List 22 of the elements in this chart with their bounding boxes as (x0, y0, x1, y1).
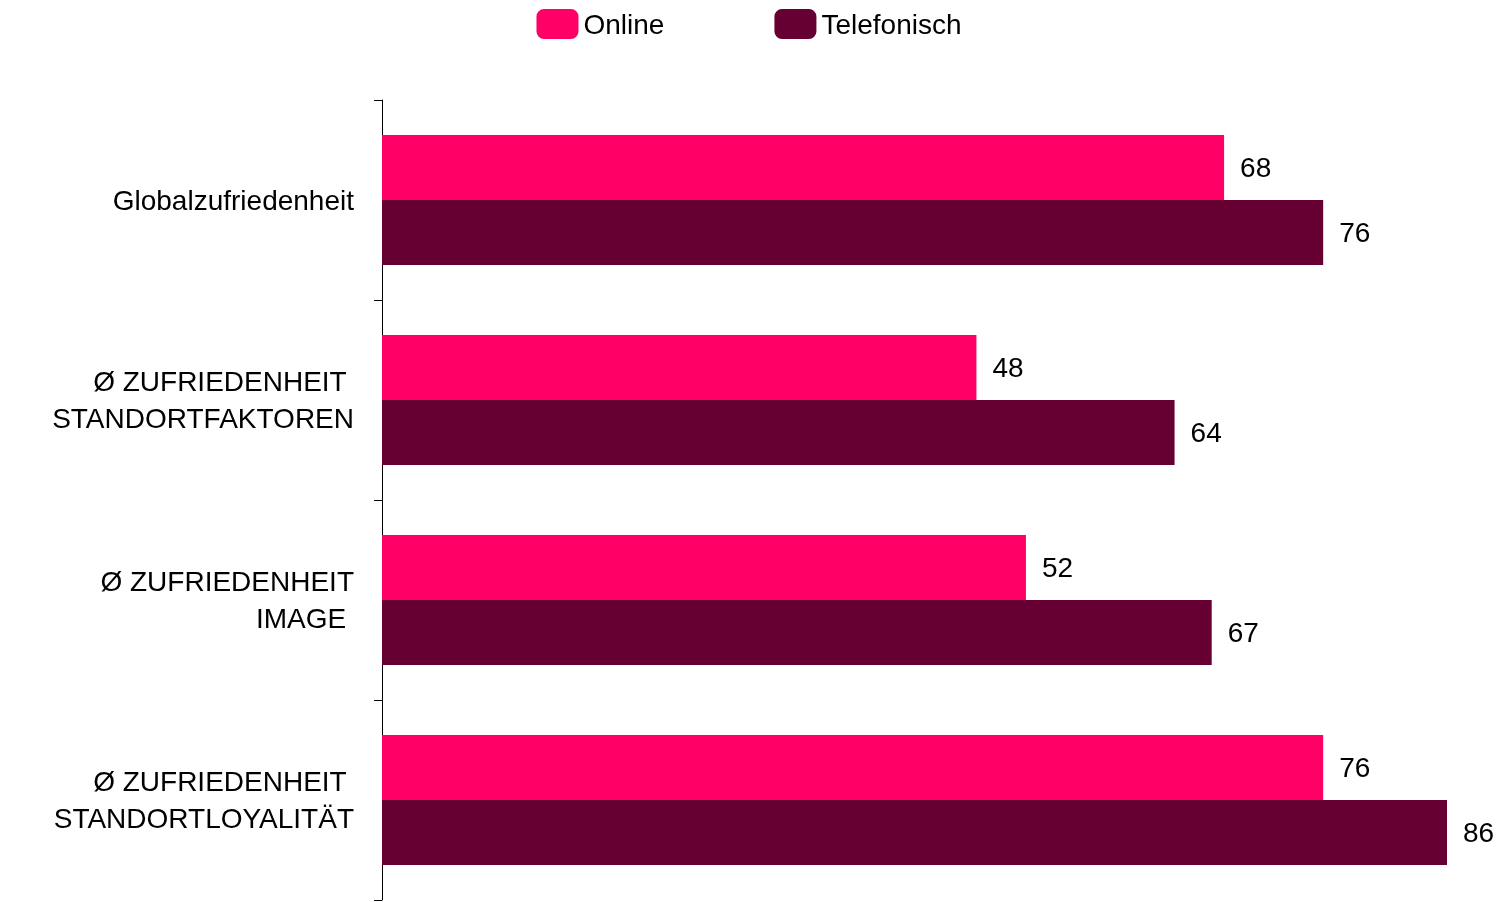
data-label: 68 (1240, 152, 1272, 183)
data-label: 86 (1463, 817, 1495, 848)
data-label: 76 (1339, 752, 1371, 783)
bar (382, 200, 1324, 265)
bar (382, 600, 1212, 665)
data-label: 76 (1339, 217, 1371, 248)
bar (382, 335, 977, 400)
data-label: 64 (1190, 417, 1222, 448)
bar (382, 800, 1447, 865)
y-tick-label: Ø ZUFRIEDENHEIT IMAGE (100, 566, 354, 634)
y-tick-label: Globalzufriedenheit (112, 184, 355, 216)
data-label: 67 (1227, 617, 1259, 648)
legend-label: Online (583, 8, 665, 40)
legend-label: Telefonisch (821, 8, 962, 40)
bar (382, 535, 1026, 600)
y-tick-label: Ø ZUFRIEDENHEIT STANDORTFAKTOREN (52, 366, 354, 434)
data-label: 52 (1041, 552, 1074, 583)
bar (382, 400, 1175, 465)
bar (382, 135, 1225, 200)
bar (382, 735, 1324, 800)
data-label: 48 (992, 352, 1024, 383)
y-tick-label: Ø ZUFRIEDENHEIT STANDORTLOYALITÄT (53, 766, 354, 834)
